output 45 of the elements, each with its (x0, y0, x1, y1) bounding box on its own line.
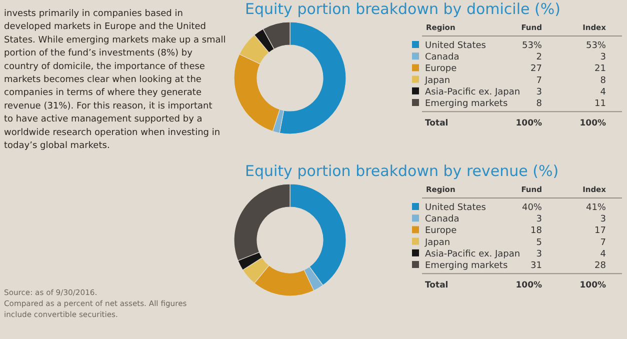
data-label: 18 (530, 226, 542, 236)
text: 100% (580, 280, 606, 291)
data-label: 53% (522, 41, 542, 51)
data-label: 2 (536, 52, 542, 63)
data-label: 4 (600, 87, 606, 98)
data-label: 17 (594, 226, 606, 236)
data-label: 3 (600, 214, 606, 225)
legend-label: United States (425, 203, 486, 213)
text: 100% (580, 118, 606, 129)
chart-title: Equity portion breakdown by revenue (%) (245, 162, 559, 180)
data-label: 3 (536, 87, 542, 98)
data-label: 5 (536, 238, 542, 248)
data-label: 21 (594, 64, 606, 74)
data-label: 3 (536, 214, 542, 225)
chart-title: Equity portion breakdown by domicile (%) (245, 0, 560, 18)
legend-label: United States (425, 41, 486, 51)
data-label: 8 (536, 99, 542, 109)
data-label: 40% (522, 203, 542, 213)
legend-label: Asia-Pacific ex. Japan (425, 87, 520, 98)
legend-label: Emerging markets (425, 99, 508, 109)
legend-label: Europe (425, 226, 458, 236)
text: invests primarily in companies based in developed markets in Europe and the United States. While emerging markets make up a small portion of the fund’s investments (8%) by country of domicile, the importance of these markets becomes clear when looking at the companies in terms of where they generate revenue (31%). For this reason, it is important to have active management supported by a worldwide research operation when investing in today’s global markets. (4, 9, 226, 151)
data-label: 53% (586, 41, 606, 51)
data-label: 4 (600, 249, 606, 260)
text: Total (425, 118, 448, 129)
data-label: 28 (594, 261, 606, 271)
data-label: 8 (600, 76, 606, 86)
text: Total (425, 280, 448, 291)
data-label: 7 (600, 238, 606, 248)
legend-label: Japan (424, 76, 450, 86)
data-label: 41% (586, 203, 606, 213)
data-label: 11 (594, 99, 606, 109)
data-label: 3 (600, 52, 606, 63)
legend-label: Japan (424, 238, 450, 248)
legend-label: Canada (425, 52, 460, 63)
text: 100% (516, 280, 542, 291)
data-label: 3 (536, 249, 542, 260)
data-label: 27 (530, 64, 542, 74)
data-label: 31 (530, 261, 542, 271)
legend-label: Emerging markets (425, 261, 508, 271)
legend-label: Asia-Pacific ex. Japan (425, 249, 520, 260)
legend-label: Canada (425, 214, 460, 225)
legend-label: Europe (425, 64, 458, 74)
data-label: 7 (536, 76, 542, 86)
text: 100% (516, 118, 542, 129)
